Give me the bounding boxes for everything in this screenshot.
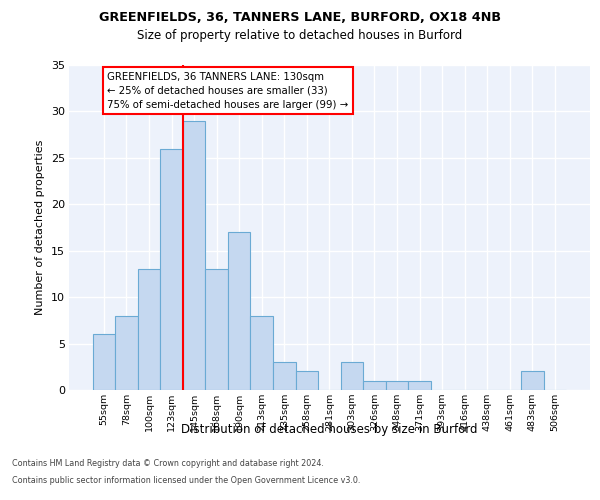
Bar xyxy=(296,372,318,390)
Text: Distribution of detached houses by size in Burford: Distribution of detached houses by size … xyxy=(181,422,478,436)
Text: Size of property relative to detached houses in Burford: Size of property relative to detached ho… xyxy=(137,29,463,42)
Bar xyxy=(160,148,183,390)
Bar xyxy=(250,316,273,390)
Bar xyxy=(183,120,205,390)
Bar xyxy=(363,380,386,390)
Bar xyxy=(521,372,544,390)
Bar xyxy=(386,380,409,390)
Text: GREENFIELDS, 36, TANNERS LANE, BURFORD, OX18 4NB: GREENFIELDS, 36, TANNERS LANE, BURFORD, … xyxy=(99,11,501,24)
Bar xyxy=(341,362,363,390)
Text: Contains HM Land Registry data © Crown copyright and database right 2024.: Contains HM Land Registry data © Crown c… xyxy=(12,459,324,468)
Bar xyxy=(273,362,296,390)
Bar xyxy=(92,334,115,390)
Bar xyxy=(205,270,228,390)
Bar xyxy=(409,380,431,390)
Bar xyxy=(115,316,138,390)
Y-axis label: Number of detached properties: Number of detached properties xyxy=(35,140,45,315)
Text: Contains public sector information licensed under the Open Government Licence v3: Contains public sector information licen… xyxy=(12,476,361,485)
Bar xyxy=(228,232,250,390)
Bar xyxy=(138,270,160,390)
Text: GREENFIELDS, 36 TANNERS LANE: 130sqm
← 25% of detached houses are smaller (33)
7: GREENFIELDS, 36 TANNERS LANE: 130sqm ← 2… xyxy=(107,72,349,110)
